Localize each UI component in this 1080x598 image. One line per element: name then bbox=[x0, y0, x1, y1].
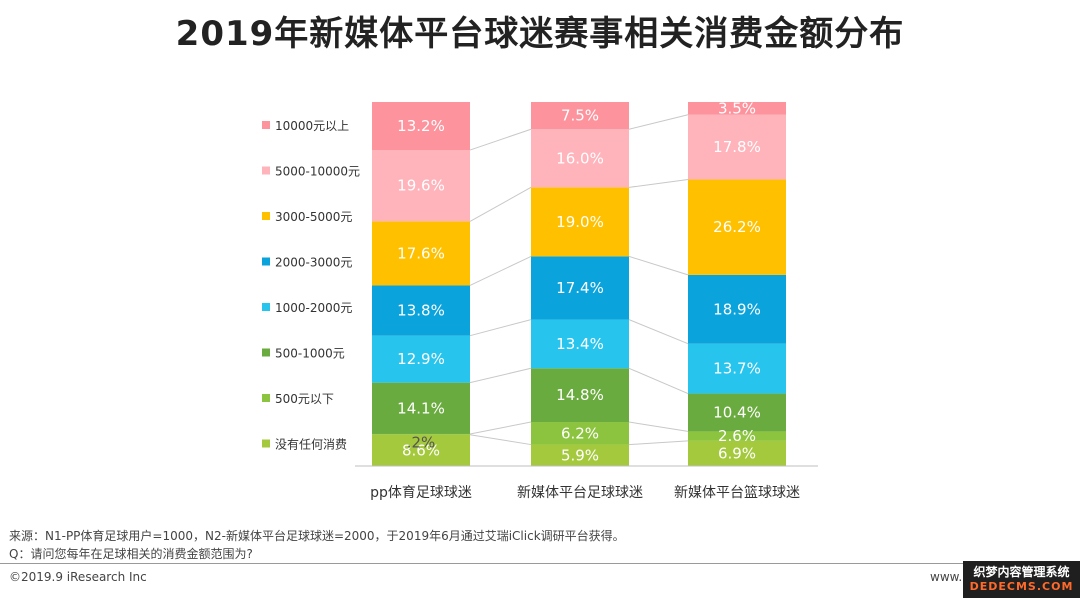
bar-segment bbox=[372, 150, 470, 222]
data-label: 17.6% bbox=[397, 244, 445, 262]
bar-segment bbox=[531, 102, 629, 130]
legend-label: 1000-2000元 bbox=[275, 301, 352, 315]
data-label: 17.8% bbox=[713, 138, 761, 156]
legend-swatch bbox=[262, 121, 270, 129]
data-label: 17.4% bbox=[556, 279, 604, 297]
connector-line bbox=[469, 434, 532, 446]
data-label: 13.7% bbox=[713, 360, 761, 378]
legend-swatch bbox=[262, 394, 270, 402]
connector-line bbox=[628, 319, 689, 345]
data-label: 3.5% bbox=[718, 99, 756, 117]
legend-swatch bbox=[262, 257, 270, 266]
data-label: 5.9% bbox=[561, 446, 599, 464]
connector-line bbox=[628, 440, 689, 446]
data-label: 10.4% bbox=[713, 403, 761, 421]
legend: 10000元以上 5000-10000元 3000-5000元 2000-3000元 1… bbox=[262, 119, 360, 452]
copyright-text: ©2019.9 iResearch Inc bbox=[9, 570, 147, 584]
data-label: 6.2% bbox=[561, 424, 599, 442]
connector-line bbox=[628, 367, 689, 395]
chart-title: 2019年新媒体平台球迷赛事相关消费金额分布 bbox=[175, 14, 905, 54]
category-label: 新媒体平台足球球迷 bbox=[517, 485, 643, 501]
legend-label: 2000-3000元 bbox=[275, 256, 352, 270]
connector-line bbox=[469, 421, 532, 435]
connector-line bbox=[628, 421, 689, 432]
website-text: www.i bbox=[930, 570, 966, 584]
connector-line bbox=[469, 319, 532, 337]
badge-title: 织梦内容管理系统 bbox=[973, 565, 1070, 579]
bar-segment bbox=[688, 114, 786, 180]
source-note: 来源：N1-PP体育足球用户=1000，N2-新媒体平台足球球迷=2000，于2… bbox=[9, 529, 625, 543]
bar-segment bbox=[688, 102, 786, 115]
data-label: 14.1% bbox=[397, 399, 445, 417]
data-label: 26.2% bbox=[713, 218, 761, 236]
connector-line bbox=[469, 128, 532, 151]
data-label: 19.0% bbox=[556, 213, 604, 231]
connector-lines bbox=[469, 114, 689, 446]
badge-subtitle: DEDECMS.COM bbox=[969, 580, 1074, 593]
bar-segment bbox=[372, 335, 470, 383]
data-label: 19.6% bbox=[397, 177, 445, 195]
question-note: Q：请问您每年在足球相关的消费金额范围为? bbox=[9, 547, 253, 561]
bar-segment bbox=[531, 129, 629, 188]
bar-segment bbox=[688, 179, 786, 275]
connector-line bbox=[628, 255, 689, 276]
bar-segment bbox=[531, 256, 629, 320]
data-label: 18.9% bbox=[713, 300, 761, 318]
connector-line bbox=[628, 179, 689, 188]
bar-segment bbox=[531, 444, 629, 466]
bar-segment bbox=[372, 434, 470, 466]
bar-segment bbox=[372, 433, 470, 435]
data-label: 6.9% bbox=[718, 444, 756, 462]
category-label: 新媒体平台篮球球迷 bbox=[674, 485, 800, 501]
connector-line bbox=[469, 367, 532, 384]
legend-label: 3000-5000元 bbox=[275, 210, 352, 224]
data-label: 13.8% bbox=[397, 302, 445, 320]
legend-label: 5000-10000元 bbox=[275, 165, 360, 179]
data-label: 14.8% bbox=[556, 386, 604, 404]
connector-line bbox=[628, 114, 689, 130]
legend-swatch bbox=[262, 439, 270, 448]
data-labels: 8.6%.2% 14.1% 12.9% 13.8% 17.6% 19.6% 13.2% 5.9… bbox=[397, 99, 761, 464]
data-label: 7.5% bbox=[561, 107, 599, 125]
data-label: 8.6% bbox=[402, 441, 440, 459]
data-label: .2% bbox=[407, 434, 436, 452]
watermark-badge: 织梦内容管理系统 DEDECMS.COM bbox=[963, 561, 1080, 598]
bar-segment bbox=[688, 393, 786, 432]
bar-segment bbox=[688, 440, 786, 466]
data-label: 12.9% bbox=[397, 350, 445, 368]
data-label: 13.4% bbox=[556, 335, 604, 353]
legend-label: 10000元以上 bbox=[275, 119, 349, 133]
legend-swatch bbox=[262, 303, 270, 311]
category-label: pp体育足球球迷 bbox=[370, 485, 472, 501]
bar-segment bbox=[688, 274, 786, 344]
legend-label: 没有任何消费 bbox=[275, 437, 347, 452]
category-labels: pp体育足球球迷 新媒体平台足球球迷 新媒体平台篮球球迷 bbox=[370, 485, 800, 501]
connector-line bbox=[469, 255, 532, 286]
bar-stacks bbox=[372, 102, 786, 466]
data-label: 2.6% bbox=[718, 427, 756, 445]
stacked-bar-chart: 8.6%.2% 14.1% 12.9% 13.8% 17.6% 19.6% 13.2% 5.9… bbox=[262, 99, 818, 501]
footer-divider bbox=[0, 563, 1080, 564]
legend-swatch bbox=[262, 212, 270, 220]
bar-segment bbox=[372, 382, 470, 434]
legend-swatch bbox=[262, 166, 270, 175]
legend-swatch bbox=[262, 348, 270, 357]
data-label: 16.0% bbox=[556, 149, 604, 167]
legend-label: 500元以下 bbox=[275, 392, 334, 406]
bar-segment bbox=[372, 285, 470, 336]
bar-segment bbox=[688, 343, 786, 394]
connector-line bbox=[469, 186, 532, 222]
bar-segment bbox=[531, 368, 629, 423]
bar-segment bbox=[531, 422, 629, 445]
bar-segment bbox=[372, 102, 470, 151]
bar-segment bbox=[688, 431, 786, 441]
bar-segment bbox=[531, 319, 629, 369]
legend-label: 500-1000元 bbox=[275, 347, 345, 361]
bar-segment bbox=[372, 221, 470, 286]
data-label: 13.2% bbox=[397, 117, 445, 135]
bar-segment bbox=[531, 187, 629, 257]
